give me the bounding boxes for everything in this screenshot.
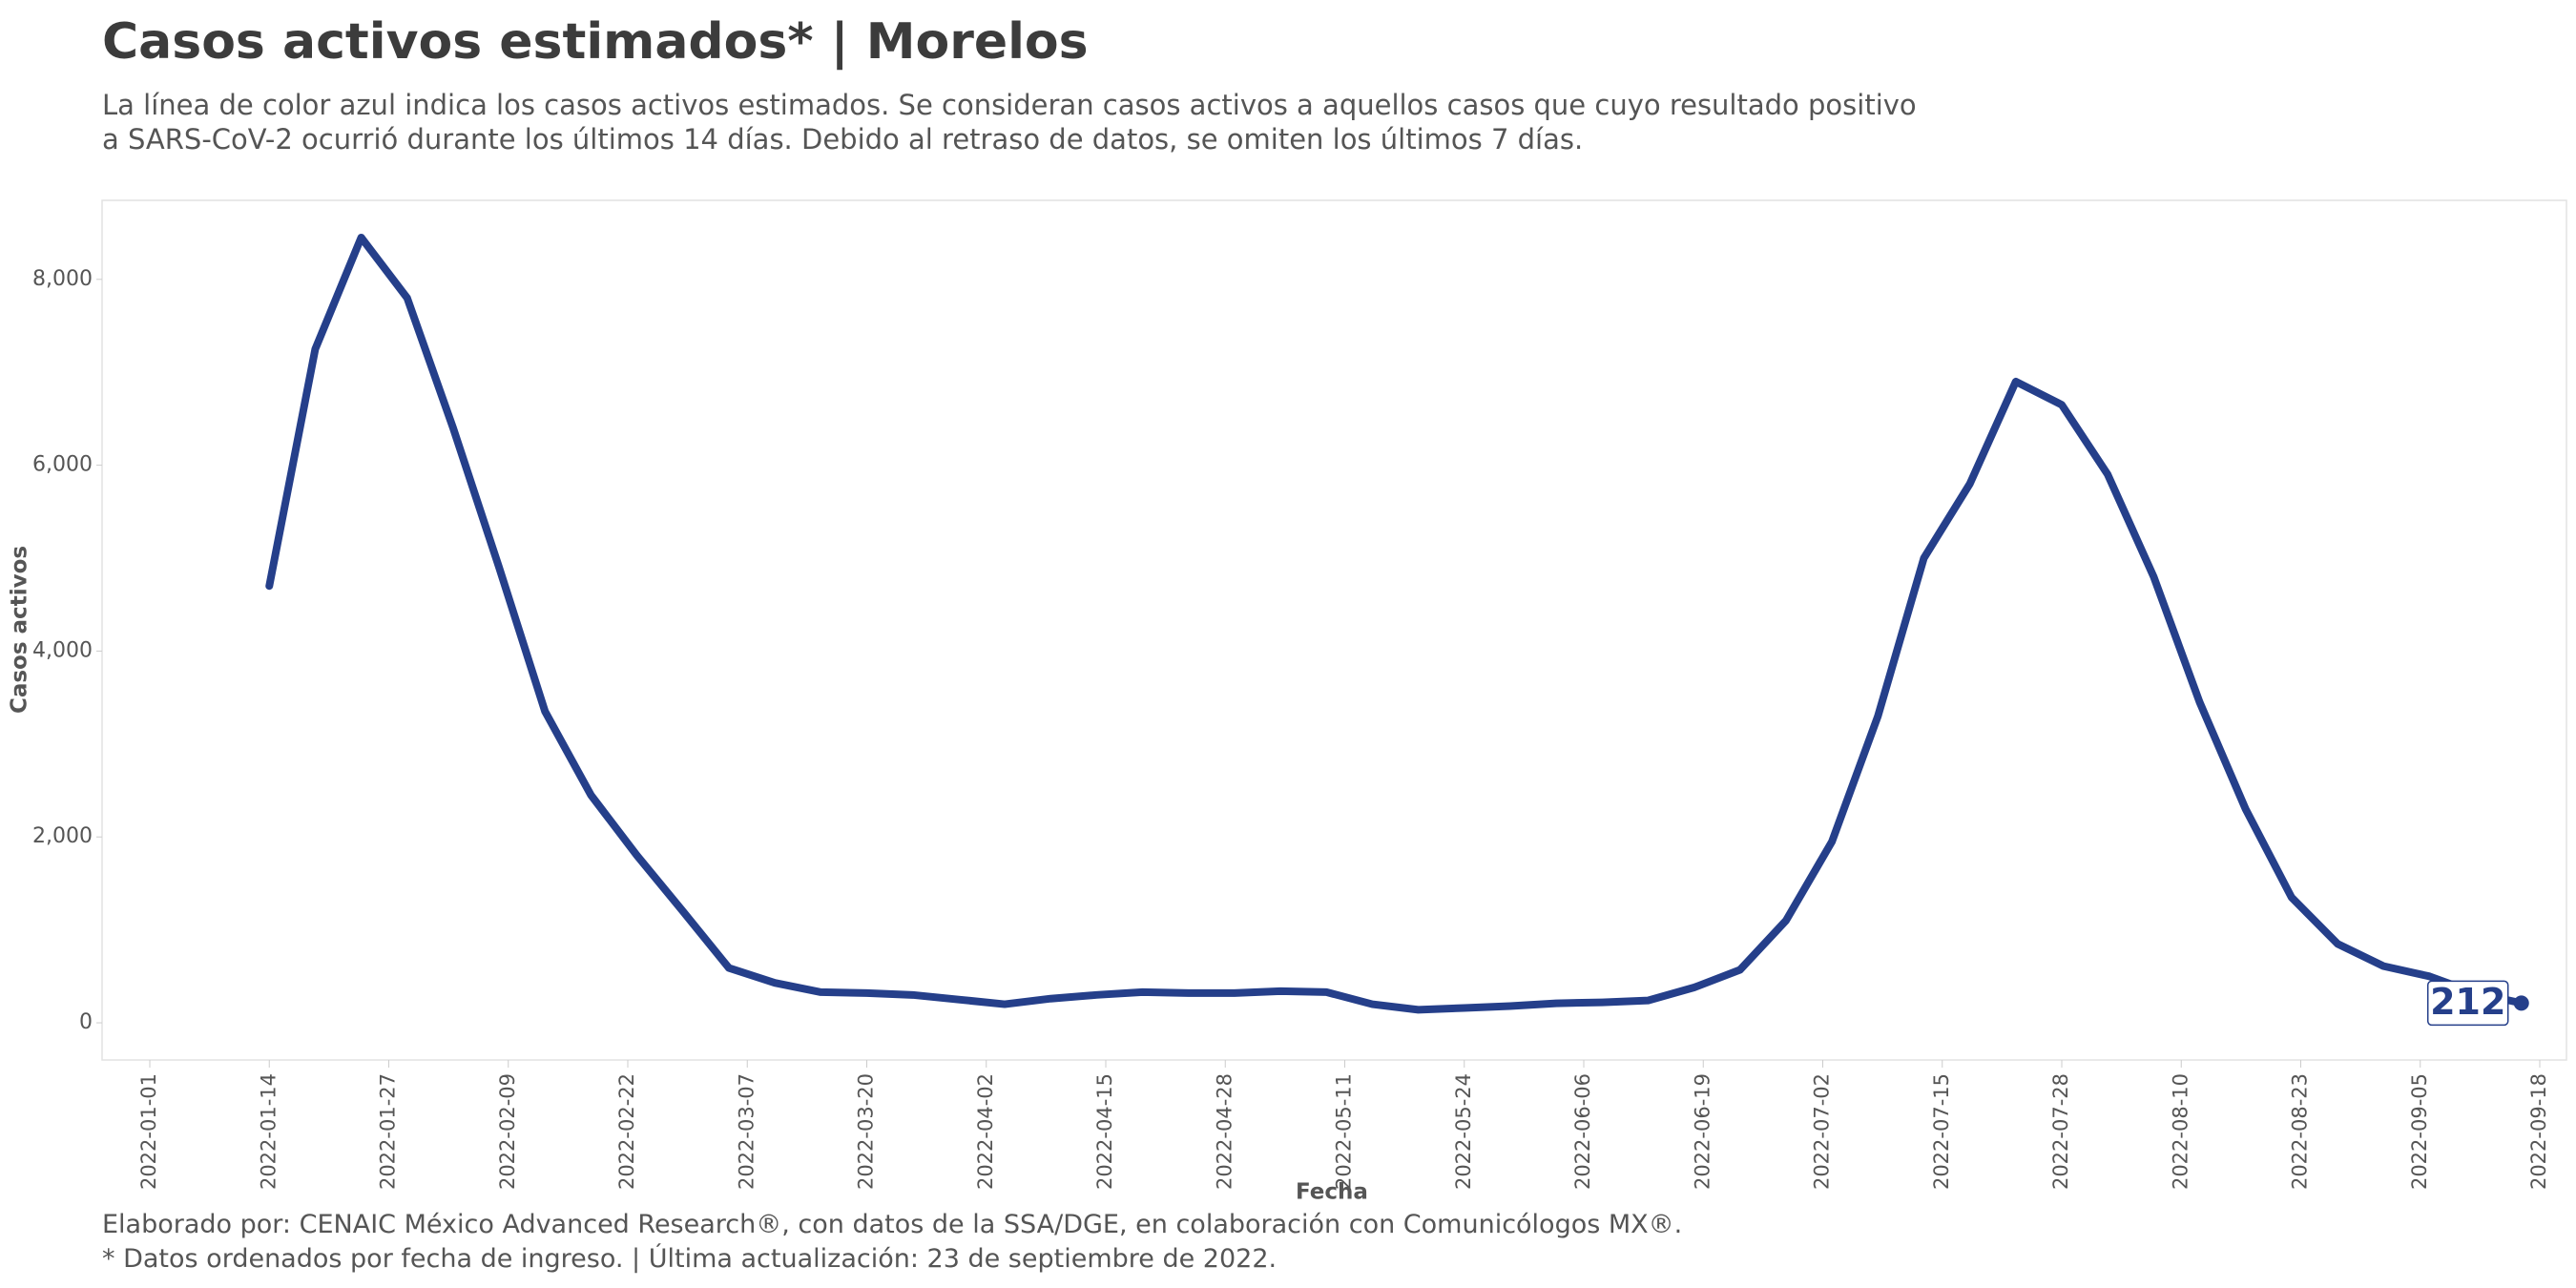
chart-subtitle: La línea de color azul indica los casos … xyxy=(102,89,1917,156)
x-tick-label: 2022-09-18 xyxy=(2527,1073,2550,1190)
x-tick-label: 2022-03-20 xyxy=(855,1073,878,1190)
x-axis-label: Fecha xyxy=(1296,1180,1368,1205)
x-tick-label: 2022-01-14 xyxy=(257,1073,280,1190)
x-tick-label: 2022-04-28 xyxy=(1213,1073,1236,1190)
x-tick-label: 2022-02-09 xyxy=(496,1073,519,1190)
x-tick-label: 2022-09-05 xyxy=(2408,1073,2431,1190)
y-tick-label: 6,000 xyxy=(32,453,93,477)
x-tick-label: 2022-06-06 xyxy=(1571,1073,1594,1190)
x-tick-label: 2022-02-22 xyxy=(615,1073,638,1190)
x-tick-label: 2022-08-23 xyxy=(2289,1073,2312,1190)
y-tick-label: 8,000 xyxy=(32,267,93,291)
y-tick-label: 0 xyxy=(79,1010,93,1034)
caption: Elaborado por: CENAIC México Advanced Re… xyxy=(102,1210,1683,1239)
x-tick-label: 2022-06-19 xyxy=(1691,1073,1714,1190)
value-label-box xyxy=(2426,980,2509,1027)
x-tick-label: 2022-07-28 xyxy=(2049,1073,2072,1190)
y-tick-label: 2,000 xyxy=(32,824,93,848)
x-tick-label: 2022-08-10 xyxy=(2169,1073,2192,1190)
x-tick-label: 2022-04-15 xyxy=(1093,1073,1116,1190)
chart-title: Casos activos estimados* | Morelos xyxy=(102,13,1089,71)
line xyxy=(265,233,2525,1014)
x-tick-label: 2022-05-24 xyxy=(1452,1073,1475,1190)
x-tick-label: 2022-05-11 xyxy=(1333,1073,1356,1190)
y-tick-label: 4,000 xyxy=(32,638,93,662)
y-axis-label: Casos activos xyxy=(8,546,32,714)
x-tick-label: 2022-04-02 xyxy=(974,1073,997,1190)
x-tick-label: 2022-01-27 xyxy=(377,1073,400,1190)
x-tick-label: 2022-03-07 xyxy=(735,1073,758,1190)
caption: * Datos ordenados por fecha de ingreso. … xyxy=(102,1244,1278,1274)
end-point xyxy=(2513,995,2529,1011)
x-tick-label: 2022-01-01 xyxy=(137,1073,160,1190)
x-tick-label: 2022-07-02 xyxy=(1811,1073,1834,1190)
plot-frame xyxy=(101,199,2567,1061)
x-tick-label: 2022-07-15 xyxy=(1930,1073,1953,1190)
value-label: 212 xyxy=(2430,981,2505,1023)
